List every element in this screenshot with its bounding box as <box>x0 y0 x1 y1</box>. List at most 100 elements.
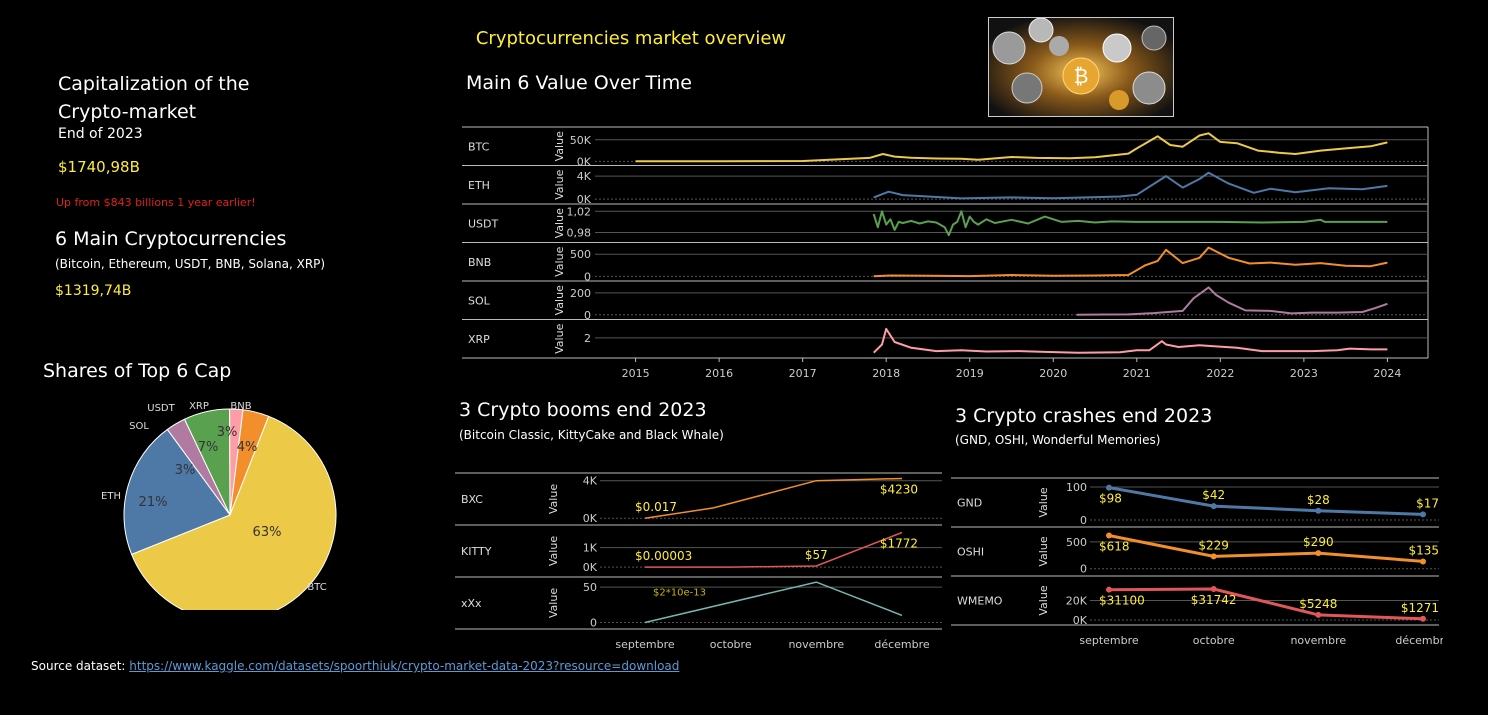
ts-series-sol <box>1076 286 1388 316</box>
main6-value: $1319,74B <box>55 283 132 299</box>
ts-xtick-label: 2019 <box>956 367 984 380</box>
crash-point-wmemo <box>1210 586 1217 593</box>
boom-ylabel: Value <box>547 588 560 618</box>
crash-data-label-wmemo: $31100 <box>1099 594 1145 608</box>
pie-name-bnb: BNB <box>230 401 251 412</box>
crash-point-oshi <box>1420 558 1426 565</box>
boom-ytick: 50 <box>583 581 597 594</box>
ts-ylabel-sol: Value <box>553 285 566 315</box>
ts-ylabel-btc: Value <box>553 131 566 161</box>
ts-ytick-eth: 0K <box>577 193 592 206</box>
pie-slice-btc <box>130 415 337 610</box>
crash-series-gnd <box>1108 486 1424 516</box>
ts-row-label-bnb: BNB <box>468 256 491 269</box>
crash-xtick-label: décembre <box>1395 634 1443 647</box>
crash-xtick-label: septembre <box>1079 634 1139 647</box>
crash-data-label-wmemo: $31742 <box>1191 593 1237 607</box>
pie-name-xrp: XRP <box>189 401 209 412</box>
crash-point-gnd <box>1315 507 1322 514</box>
crashes-title: 3 Crypto crashes end 2023 <box>955 405 1213 427</box>
boom-ytick: 1K <box>583 542 598 555</box>
boom-data-label-bxc: $0.017 <box>635 500 677 514</box>
crash-data-label-oshi: $229 <box>1198 538 1229 552</box>
booms-title: 3 Crypto booms end 2023 <box>459 399 707 421</box>
main6-subtitle: (Bitcoin, Ethereum, USDT, BNB, Solana, X… <box>55 257 326 271</box>
ts-ytick-btc: 0K <box>577 155 592 168</box>
ts-row-label-usdt: USDT <box>468 217 499 230</box>
boom-data-label-bxc: $4230 <box>880 483 918 497</box>
pie-slice-eth <box>123 428 231 556</box>
ts-row-label-xrp: XRP <box>468 333 490 346</box>
ts-xtick-label: 2021 <box>1123 367 1151 380</box>
ts-series-xrp <box>872 327 1388 354</box>
ts-ylabel-xrp: Value <box>553 323 566 353</box>
crash-point-gnd <box>1210 503 1217 510</box>
crash-ylabel: Value <box>1037 585 1050 615</box>
crash-point-gnd <box>1420 511 1426 518</box>
crash-point-oshi <box>1210 553 1217 560</box>
boom-data-label-kitty: $0.00003 <box>635 549 692 563</box>
ts-ytick-eth: 4K <box>577 170 592 183</box>
boom-data-label-kitty: $1772 <box>880 536 918 550</box>
boom-series-kitty <box>645 531 903 568</box>
boom-row-label-kitty: KITTY <box>461 545 492 558</box>
crash-data-label-gnd: $42 <box>1202 488 1225 502</box>
crash-xtick-label: octobre <box>1193 634 1235 647</box>
boom-xtick-label: décembre <box>874 638 930 651</box>
crash-data-label-gnd: $98 <box>1099 492 1122 506</box>
boom-ytick: 4K <box>583 475 598 488</box>
boom-ylabel: Value <box>547 484 560 514</box>
ts-row-label-eth: ETH <box>468 179 490 192</box>
ts-ytick-sol: 200 <box>570 287 591 300</box>
crash-ytick: 500 <box>1066 536 1087 549</box>
ts-xtick-label: 2017 <box>789 367 817 380</box>
crash-row-label-oshi: OSHI <box>957 546 984 559</box>
svg-text:₿: ₿ <box>1074 64 1089 88</box>
ts-xtick-label: 2022 <box>1206 367 1234 380</box>
timeseries-title: Main 6 Value Over Time <box>466 72 692 94</box>
ts-ylabel-eth: Value <box>553 169 566 199</box>
pie-name-btc: BTC <box>307 582 326 593</box>
ts-row-label-sol: SOL <box>468 294 491 307</box>
pie-chart: BTC 63% ETH 21% SOL 3% USDT 7% XRP 3% BNB 4% <box>101 401 337 610</box>
crash-ytick: 0 <box>1080 563 1087 576</box>
boom-row-label-xxx: xXx <box>461 597 482 610</box>
ts-ylabel-bnb: Value <box>553 246 566 276</box>
pie-name-eth: ETH <box>101 491 121 502</box>
crashes-chart: GND Value 100 0 $98 $42 $28 $17 OSHI Value 500 0 $61… <box>951 477 1443 647</box>
ts-ytick-bnb: 0 <box>584 270 591 283</box>
ts-xtick-label: 2018 <box>872 367 900 380</box>
crash-data-label-oshi: $290 <box>1303 535 1334 549</box>
boom-row-label-bxc: BXC <box>461 493 483 506</box>
ts-row-label-btc: BTC <box>468 140 490 153</box>
boom-series-xxx <box>644 581 903 624</box>
crash-series-oshi <box>1108 534 1424 563</box>
crash-ylabel: Value <box>1037 487 1050 517</box>
crypto-coins-image: ₿ <box>988 17 1174 117</box>
capitalization-value: $1740,98B <box>58 158 140 176</box>
pie-percent-btc: 63% <box>253 525 282 540</box>
capitalization-note: Up from $843 billions 1 year earlier! <box>56 196 256 209</box>
crash-data-label-gnd: $17 <box>1416 496 1439 510</box>
ts-series-usdt <box>872 210 1388 237</box>
boom-ylabel: Value <box>547 536 560 566</box>
crash-data-label-oshi: $135 <box>1408 543 1439 557</box>
crash-row-label-wmemo: WMEMO <box>957 595 1003 608</box>
capitalization-subtitle: End of 2023 <box>58 126 143 142</box>
ts-ytick-xrp: 2 <box>584 332 591 345</box>
booms-chart: BXC Value 4K 0K $0.017 $4230 KITTY Value 1K 0K $0.… <box>455 472 942 651</box>
crash-point-gnd <box>1106 484 1112 491</box>
crash-row-label-gnd: GND <box>957 497 982 510</box>
source-link[interactable]: https://www.kaggle.com/datasets/spoorthi… <box>129 659 680 673</box>
boom-ytick: 0K <box>583 561 598 574</box>
ts-ylabel-usdt: Value <box>553 208 566 238</box>
crash-data-label-oshi: $618 <box>1099 539 1130 553</box>
source-line: Source dataset: https://www.kaggle.com/d… <box>31 659 679 673</box>
main6-title: 6 Main Cryptocurrencies <box>55 228 287 250</box>
crash-point-wmemo <box>1106 586 1112 593</box>
ts-ytick-usdt: 0,98 <box>567 227 592 240</box>
ts-series-eth <box>873 171 1388 200</box>
crash-data-label-gnd: $28 <box>1307 493 1330 507</box>
crash-xtick-label: novembre <box>1290 634 1346 647</box>
crashes-subtitle: (GND, OSHI, Wonderful Memories) <box>955 433 1161 447</box>
